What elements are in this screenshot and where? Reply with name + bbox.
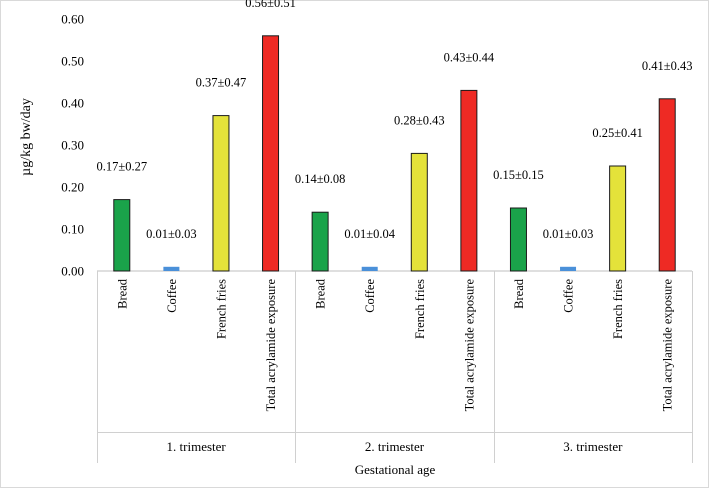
y-tick-label: 0.40 <box>61 96 84 111</box>
y-tick-label: 0.50 <box>61 54 84 69</box>
y-tick-label: 0.30 <box>61 138 84 153</box>
bar-2-trimester-french-fries <box>410 152 428 272</box>
bar-3-trimester-french-fries <box>609 165 627 272</box>
data-label: 0.01±0.03 <box>543 227 594 241</box>
bar-3-trimester-bread <box>509 207 527 272</box>
group-labels: 1. trimester 2. trimester 3. trimester <box>167 439 624 454</box>
data-label: 0.25±0.41 <box>592 126 643 140</box>
category-label: Bread <box>314 278 328 309</box>
data-label: 0.14±0.08 <box>295 172 346 186</box>
category-label: Coffee <box>363 279 377 313</box>
x-axis-title: Gestational age <box>355 462 436 477</box>
y-tick-label: 0.00 <box>61 264 84 279</box>
category-label: Coffee <box>562 279 576 313</box>
data-label: 0.56±0.51 <box>245 0 296 10</box>
category-label: French fries <box>611 279 625 339</box>
category-label: Coffee <box>165 279 179 313</box>
data-label: 0.15±0.15 <box>493 168 544 182</box>
category-label: French fries <box>413 279 427 339</box>
category-label: Total acrylamide exposure <box>661 279 675 412</box>
bars <box>113 35 676 272</box>
bar-3-trimester-total-acrylamide-exposure <box>658 98 676 272</box>
group-label: 1. trimester <box>167 439 227 454</box>
bar-2-trimester-coffee <box>361 266 378 271</box>
category-label: French fries <box>214 279 228 339</box>
y-axis-title: µg/kg bw/day <box>19 98 34 176</box>
bar-1-trimester-total-acrylamide-exposure <box>262 35 280 272</box>
category-label: Total acrylamide exposure <box>462 279 476 412</box>
group-label: 3. trimester <box>563 439 623 454</box>
y-tick-label: 0.60 <box>61 12 84 27</box>
data-label: 0.01±0.03 <box>146 227 197 241</box>
data-labels: 0.17±0.27 0.01±0.03 0.37±0.47 0.56±0.51 0.14… <box>96 0 692 241</box>
bar-1-trimester-coffee <box>163 266 180 271</box>
category-label: Bread <box>512 278 526 309</box>
category-label: Total acrylamide exposure <box>264 279 278 412</box>
bar-2-trimester-bread <box>311 211 329 272</box>
data-label: 0.43±0.44 <box>444 50 495 64</box>
data-label: 0.41±0.43 <box>642 59 693 73</box>
y-tick-label: 0.20 <box>61 180 84 195</box>
group-label: 2. trimester <box>365 439 425 454</box>
y-tick-label: 0.10 <box>61 222 84 237</box>
category-labels: Bread Coffee French fries Total acrylamide … <box>115 278 674 411</box>
bar-1-trimester-french-fries <box>212 115 230 272</box>
bar-3-trimester-coffee <box>560 266 577 271</box>
axes <box>97 270 693 463</box>
category-label: Bread <box>115 278 129 309</box>
data-label: 0.37±0.47 <box>196 76 247 90</box>
y-tick-labels: 0.00 0.10 0.20 0.30 0.40 0.50 0.60 <box>61 12 84 279</box>
bar-1-trimester-bread <box>113 199 131 272</box>
data-label: 0.17±0.27 <box>96 160 147 174</box>
bar-2-trimester-total-acrylamide-exposure <box>460 89 478 272</box>
data-label: 0.28±0.43 <box>394 113 445 127</box>
data-label: 0.01±0.04 <box>344 227 395 241</box>
